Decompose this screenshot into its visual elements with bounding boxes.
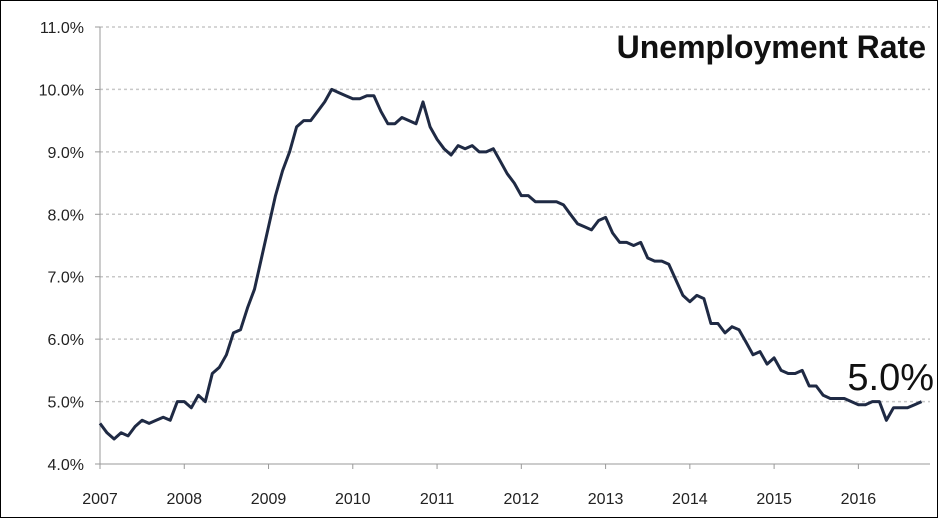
y-tick-label: 10.0% [39, 82, 84, 99]
y-tick-label: 6.0% [48, 332, 84, 349]
y-tick-label: 5.0% [48, 395, 84, 412]
x-tick-label: 2014 [672, 491, 708, 508]
y-tick-label: 4.0% [48, 457, 84, 474]
y-tick-label: 8.0% [48, 207, 84, 224]
x-tick-label: 2013 [588, 491, 624, 508]
x-tick-label: 2016 [841, 491, 877, 508]
x-tick-label: 2011 [420, 491, 455, 508]
x-tick-label: 2009 [251, 491, 287, 508]
x-tick-label: 2008 [166, 491, 202, 508]
y-tick-labels: 4.0% 5.0% 6.0% 7.0% 8.0% 9.0% 10.0% 11.0% [39, 20, 100, 474]
series-line-unemployment [98, 87, 923, 441]
x-tick-label: 2010 [335, 491, 371, 508]
y-tick-label: 9.0% [48, 145, 84, 162]
x-tick-label: 2012 [504, 491, 540, 508]
chart-title: Unemployment Rate [617, 29, 926, 65]
x-tick-label: 2015 [756, 491, 792, 508]
latest-value-annotation: 5.0% [847, 357, 934, 399]
y-tick-label: 7.0% [48, 270, 84, 287]
x-tick-labels: 2007 2008 2009 2010 2011 2012 2013 2014 2015 2016 [82, 464, 876, 508]
axes [99, 27, 930, 465]
gridlines [100, 26, 930, 403]
x-tick-label: 2007 [82, 491, 118, 508]
y-tick-label: 11.0% [40, 20, 84, 37]
